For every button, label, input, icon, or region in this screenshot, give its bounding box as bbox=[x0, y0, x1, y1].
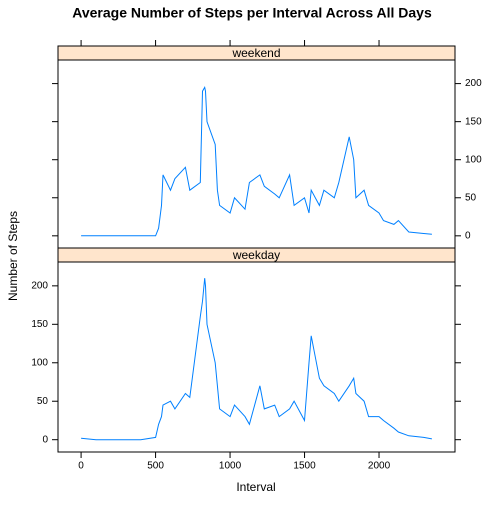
chart-title: Average Number of Steps per Interval Acr… bbox=[72, 5, 432, 21]
y-axis-label: Number of Steps bbox=[6, 211, 20, 301]
y-tick-label: 100 bbox=[31, 357, 48, 368]
y-tick-label: 50 bbox=[37, 396, 49, 407]
x-tick-label: 1000 bbox=[219, 461, 242, 472]
strip-label: weekend bbox=[231, 46, 280, 60]
x-tick-label: 0 bbox=[78, 461, 84, 472]
y-tick-label: 150 bbox=[31, 319, 48, 330]
x-axis-label: Interval bbox=[236, 480, 275, 494]
strip-label: weekday bbox=[232, 248, 280, 262]
y-tick-label: 200 bbox=[31, 280, 48, 291]
x-tick-label: 2000 bbox=[368, 461, 391, 472]
panel bbox=[57, 59, 456, 249]
y-tick-label: 0 bbox=[465, 230, 471, 241]
y-tick-label: 150 bbox=[465, 116, 482, 127]
y-tick-label: 200 bbox=[465, 78, 482, 89]
y-tick-label: 100 bbox=[465, 154, 482, 165]
series-line bbox=[81, 278, 432, 441]
x-tick-label: 500 bbox=[147, 461, 164, 472]
x-tick-label: 1500 bbox=[293, 461, 316, 472]
y-tick-label: 50 bbox=[465, 192, 477, 203]
series-line bbox=[81, 86, 432, 237]
y-tick-label: 0 bbox=[42, 434, 48, 445]
panel bbox=[57, 261, 456, 453]
